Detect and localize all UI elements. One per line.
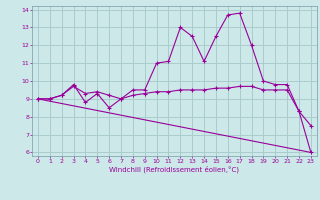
X-axis label: Windchill (Refroidissement éolien,°C): Windchill (Refroidissement éolien,°C) <box>109 165 239 173</box>
